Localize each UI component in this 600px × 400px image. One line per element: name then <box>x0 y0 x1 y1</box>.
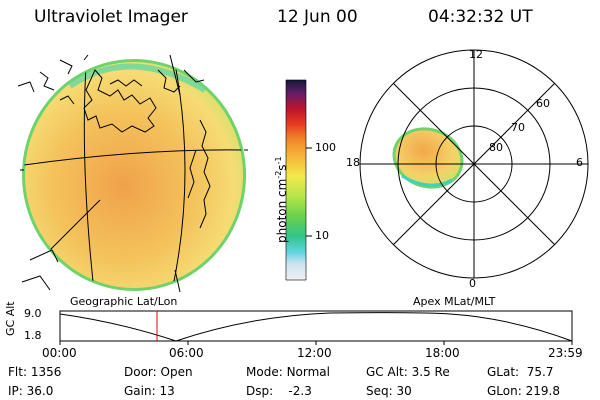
time-tick-1200: 12:00 <box>297 346 332 360</box>
mlat-label-80: 80 <box>489 141 503 154</box>
glat-field: GLat: 75.7 <box>487 365 554 379</box>
mlt-label-18: 18 <box>346 156 360 169</box>
altitude-plot <box>59 310 573 345</box>
mlt-label-12: 12 <box>469 48 483 61</box>
glon-field: GLon: 219.8 <box>487 384 560 398</box>
altitude-curve <box>59 312 573 342</box>
apex-panel-title: Apex MLat/MLT <box>413 295 496 308</box>
colorbar-tick-100: 100 <box>315 141 336 154</box>
auroral-disk <box>25 62 243 288</box>
time-tick-0000: 00:00 <box>42 346 77 360</box>
geographic-panel-title: Geographic Lat/Lon <box>70 295 178 308</box>
coastlines <box>17 59 211 291</box>
colorbar-label: photon cm-2s-1 <box>274 156 289 243</box>
polar-grid <box>359 49 589 279</box>
geographic-image <box>17 54 248 293</box>
altitude-ytick-1-8: 1.8 <box>24 329 42 342</box>
flt-field: Flt: 1356 <box>8 365 62 379</box>
time-tick-1800: 18:00 <box>425 346 460 360</box>
time-tick-0600: 06:00 <box>169 346 204 360</box>
ip-field: IP: 36.0 <box>8 384 54 398</box>
colorbar-tick-10: 10 <box>315 229 329 242</box>
mode-field: Mode: Normal <box>246 365 330 379</box>
time-label: 04:32:32 UT <box>428 7 533 27</box>
altitude-ylabel: GC Alt <box>4 301 17 336</box>
instrument-title: Ultraviolet Imager <box>34 7 188 27</box>
dsp-field: Dsp: -2.3 <box>246 384 312 398</box>
gain-field: Gain: 13 <box>124 384 175 398</box>
auroral-oval <box>395 130 461 186</box>
mlat-label-70: 70 <box>511 121 525 134</box>
mlt-label-0: 0 <box>469 277 476 290</box>
mlt-label-6: 6 <box>576 156 583 169</box>
colorbar <box>285 79 312 281</box>
gc-alt-field: GC Alt: 3.5 Re <box>366 365 450 379</box>
mlat-label-60: 60 <box>536 97 550 110</box>
polar-image <box>359 49 589 279</box>
time-tick-2359: 23:59 <box>548 346 583 360</box>
seq-field: Seq: 30 <box>366 384 412 398</box>
date-label: 12 Jun 00 <box>277 7 358 27</box>
altitude-ytick-9: 9.0 <box>24 307 42 320</box>
door-field: Door: Open <box>124 365 193 379</box>
